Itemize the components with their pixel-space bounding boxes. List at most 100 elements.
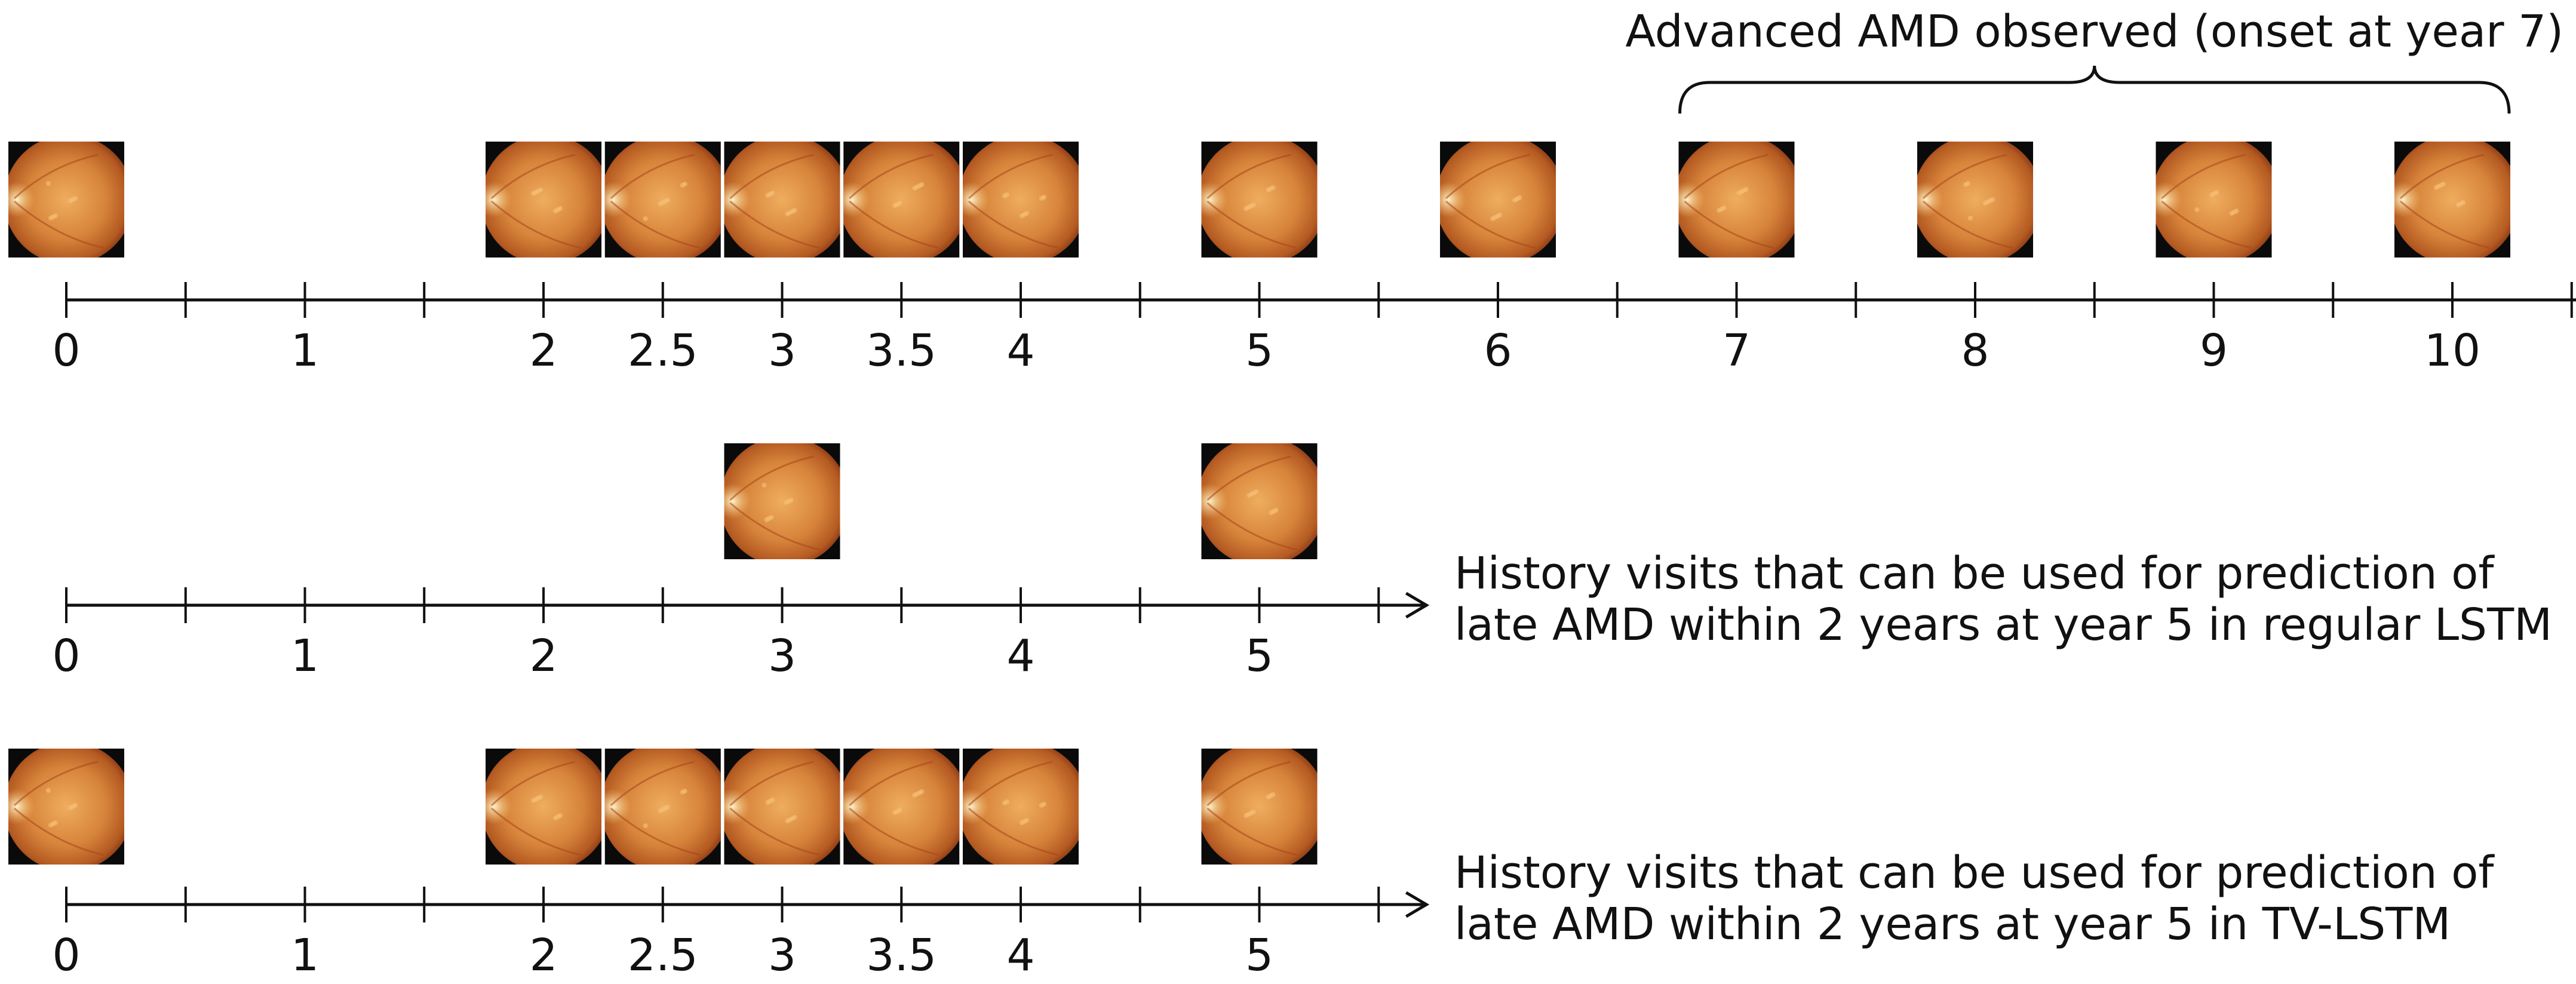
drusen-spot [1024,211,1029,216]
drusen-spot [73,196,78,201]
fundus-image [963,749,1079,865]
retina [1201,443,1318,559]
optic-disc [963,182,989,217]
tick-label: 2 [529,930,557,981]
vessel [1206,502,1297,551]
vessel [2400,200,2491,249]
retina [724,443,840,559]
vessel [1684,154,1768,200]
drusen-spot [770,798,775,802]
drusen-spot [1990,197,1995,202]
retina [963,749,1079,865]
vessel [490,154,576,200]
vessel [729,502,820,551]
optic-disc [1201,789,1228,824]
vessel [1922,154,2007,200]
retina [2394,142,2510,258]
timeline-caption-line: late AMD within 2 years at year 5 in reg… [1454,599,2552,651]
drusen-spot [919,789,925,794]
tick-label: 3 [768,325,796,376]
tick-label: 5 [1245,325,1273,376]
drusen-spot [538,795,543,799]
vessel [1445,200,1536,249]
tick-label: 3.5 [866,325,937,376]
advanced-amd-brace: Advanced AMD observed (onset at year 7) [1625,6,2563,114]
vessel [1684,200,1774,249]
vessel [610,154,695,200]
tick-label: 2 [529,630,557,682]
vessel [849,154,934,200]
drusen-spot [1005,192,1009,197]
optic-disc [843,789,870,824]
drusen-spot [1270,792,1276,797]
tick-label: 1 [291,630,319,682]
tick-label: 2.5 [628,930,698,981]
vessel [968,200,1059,249]
fundus-image [843,142,960,258]
retina [486,142,601,258]
vessel [1445,154,1530,200]
drusen-spot [1968,216,1973,220]
vessel [729,200,820,249]
drusen-spot [538,188,543,192]
drusen-spot [643,216,648,221]
tick-label: 3 [768,930,796,981]
fundus-image [1440,142,1556,258]
vessel [13,154,99,200]
optic-disc [8,182,35,217]
drusen-spot [682,789,687,793]
optic-disc [486,182,512,217]
optic-disc [604,789,631,824]
vessel [13,761,99,807]
drusen-spot [1743,187,1749,192]
fundus-image [1201,142,1318,258]
drusen-spot [769,515,774,520]
drusen-spot [897,201,902,206]
retina [604,749,721,865]
vessel [729,761,814,807]
tick-label: 3.5 [866,930,937,981]
fundus-image [1678,142,1795,258]
vessel [1206,807,1297,856]
drusen-spot [919,182,925,187]
vessel [14,200,105,249]
vessel [968,154,1053,200]
drusen-spot [53,820,58,825]
fundus-image [486,142,601,258]
drusen-spot [897,808,902,813]
drusen-spot [1270,185,1276,190]
fundus-image [2156,142,2272,258]
tick-label: 5 [1245,630,1273,682]
drusen-spot [792,208,797,213]
retina [724,749,840,865]
tick-label: 4 [1006,930,1034,981]
drusen-spot [1042,195,1046,200]
drusen-spot [1966,181,1970,186]
vessel [2161,200,2252,249]
optic-disc [1201,182,1228,217]
drusen-spot [682,182,687,186]
timeline-full: 0 1 2 2.5 3 3.5 4 5 6 7 8 9 10 [8,142,2576,376]
vessel [14,807,105,856]
retina [843,142,960,258]
vessel [491,807,582,856]
fundus-image [843,749,960,865]
retina [843,749,960,865]
drusen-spot [762,483,767,488]
drusen-spot [53,213,58,218]
optic-disc [1678,182,1705,217]
vessel [490,761,576,807]
vessel [968,807,1059,856]
timeline-regular-lstm: 0 1 2 3 4 5 History visits that can be used fo… [52,443,2552,682]
figure-title: Advanced AMD observed (onset at year 7) [1625,6,2563,57]
drusen-spot [2234,209,2239,213]
tick-label: 2 [529,325,557,376]
optic-disc [724,483,751,519]
retina [724,142,840,258]
fundus-image [604,749,721,865]
vessel [2161,154,2246,200]
drusen-spot [558,813,563,818]
fundus-image [1201,443,1318,559]
optic-disc [1917,182,1943,217]
tick-label: 2.5 [628,325,698,376]
